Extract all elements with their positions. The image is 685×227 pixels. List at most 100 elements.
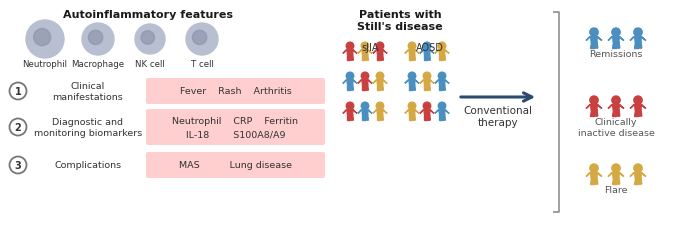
Polygon shape <box>424 80 430 85</box>
Polygon shape <box>408 85 412 91</box>
Polygon shape <box>616 43 620 49</box>
Polygon shape <box>347 115 350 121</box>
Polygon shape <box>405 50 409 54</box>
Polygon shape <box>420 110 424 114</box>
Circle shape <box>346 43 353 50</box>
Circle shape <box>361 43 369 50</box>
FancyBboxPatch shape <box>146 79 325 105</box>
Polygon shape <box>445 50 449 54</box>
Polygon shape <box>365 55 369 61</box>
Circle shape <box>10 83 27 100</box>
Circle shape <box>376 43 384 50</box>
Polygon shape <box>616 110 620 117</box>
Polygon shape <box>368 110 372 114</box>
Polygon shape <box>373 110 377 114</box>
Polygon shape <box>362 80 368 85</box>
Polygon shape <box>383 50 387 54</box>
Circle shape <box>612 29 620 37</box>
Polygon shape <box>424 51 430 55</box>
Polygon shape <box>612 105 619 110</box>
Polygon shape <box>439 80 445 85</box>
FancyBboxPatch shape <box>146 109 325 145</box>
Polygon shape <box>347 110 353 115</box>
Polygon shape <box>350 55 353 61</box>
Polygon shape <box>439 110 445 115</box>
Polygon shape <box>612 43 616 49</box>
Polygon shape <box>594 110 598 117</box>
Polygon shape <box>420 50 424 54</box>
Polygon shape <box>409 51 415 55</box>
Polygon shape <box>427 115 430 121</box>
Polygon shape <box>438 55 442 61</box>
Polygon shape <box>619 173 624 177</box>
Polygon shape <box>590 110 594 117</box>
Circle shape <box>34 30 51 47</box>
Circle shape <box>634 96 642 105</box>
Polygon shape <box>377 110 383 115</box>
Text: MAS          Lung disease: MAS Lung disease <box>179 161 292 170</box>
Circle shape <box>438 73 446 80</box>
Polygon shape <box>634 110 638 117</box>
Polygon shape <box>343 50 347 54</box>
Text: Fever    Rash    Arthritis: Fever Rash Arthritis <box>179 87 291 96</box>
Circle shape <box>408 103 416 110</box>
Polygon shape <box>408 55 412 61</box>
Text: 2: 2 <box>14 122 21 132</box>
Polygon shape <box>638 43 642 49</box>
Circle shape <box>438 43 446 50</box>
Circle shape <box>135 25 165 55</box>
Polygon shape <box>430 80 434 84</box>
Polygon shape <box>362 115 365 121</box>
Polygon shape <box>597 105 602 109</box>
Polygon shape <box>423 115 427 121</box>
Text: Macrophage: Macrophage <box>71 60 125 69</box>
Text: NK cell: NK cell <box>135 60 165 69</box>
Circle shape <box>376 73 384 80</box>
Circle shape <box>590 29 598 37</box>
Polygon shape <box>415 110 419 114</box>
Circle shape <box>423 73 431 80</box>
Polygon shape <box>380 55 384 61</box>
Polygon shape <box>368 80 372 84</box>
Circle shape <box>612 96 620 105</box>
Polygon shape <box>435 80 439 84</box>
Polygon shape <box>424 110 430 115</box>
Circle shape <box>423 43 431 50</box>
Polygon shape <box>435 110 439 114</box>
Polygon shape <box>377 115 379 121</box>
Polygon shape <box>612 110 616 117</box>
Polygon shape <box>590 173 597 178</box>
Polygon shape <box>634 105 641 110</box>
Circle shape <box>10 157 27 174</box>
Polygon shape <box>641 37 646 41</box>
Polygon shape <box>368 50 372 54</box>
Polygon shape <box>438 115 442 121</box>
Polygon shape <box>408 115 412 121</box>
Text: Flare: Flare <box>604 186 627 195</box>
Polygon shape <box>362 110 368 115</box>
Polygon shape <box>353 110 357 114</box>
Polygon shape <box>365 115 369 121</box>
Polygon shape <box>362 85 365 91</box>
Polygon shape <box>343 80 347 84</box>
Circle shape <box>346 73 353 80</box>
Polygon shape <box>634 43 638 49</box>
Polygon shape <box>377 51 383 55</box>
Polygon shape <box>358 110 362 114</box>
Circle shape <box>10 119 27 136</box>
Polygon shape <box>641 105 646 109</box>
Polygon shape <box>415 50 419 54</box>
Polygon shape <box>343 110 347 114</box>
Text: sJIA: sJIA <box>361 43 379 53</box>
Polygon shape <box>590 105 597 110</box>
Polygon shape <box>412 55 415 61</box>
Polygon shape <box>630 105 634 109</box>
Circle shape <box>141 32 155 45</box>
Text: Neutrophil: Neutrophil <box>23 60 68 69</box>
Polygon shape <box>430 110 434 114</box>
Text: Complications: Complications <box>54 161 121 170</box>
Polygon shape <box>616 178 620 184</box>
Polygon shape <box>594 43 598 49</box>
Polygon shape <box>612 37 619 43</box>
Polygon shape <box>608 37 612 41</box>
